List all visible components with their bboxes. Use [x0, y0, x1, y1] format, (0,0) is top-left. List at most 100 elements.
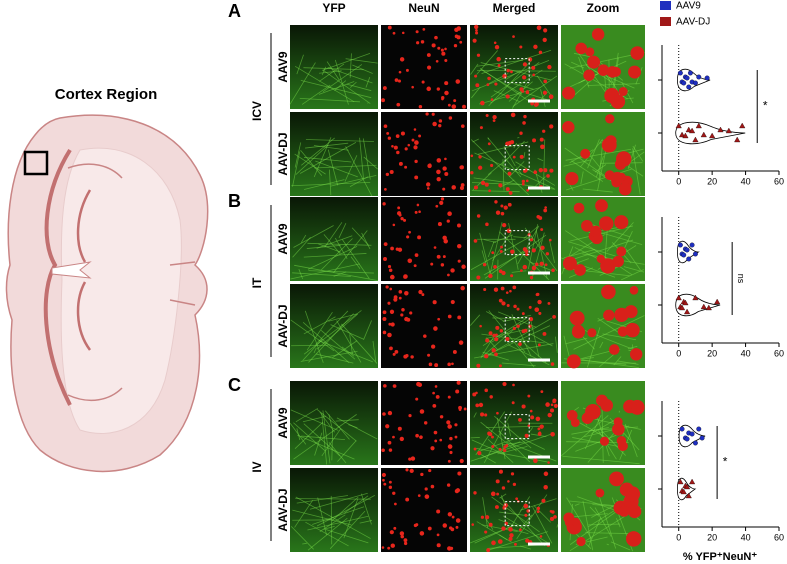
fiber: [517, 225, 540, 265]
yfp-signal: [290, 25, 378, 109]
neuron: [443, 239, 448, 244]
neuron: [437, 46, 441, 50]
neuron: [600, 258, 616, 274]
violin: [675, 293, 721, 317]
neuron: [549, 408, 555, 413]
row-label: AAV9: [276, 51, 290, 82]
fiber: [606, 543, 609, 546]
fiber: [362, 138, 371, 180]
neuron: [522, 62, 528, 67]
neuron: [448, 116, 453, 120]
neuron: [538, 167, 544, 173]
neuron: [497, 539, 503, 544]
fiber: [616, 518, 621, 528]
fiber: [486, 531, 548, 552]
fiber: [316, 235, 353, 249]
neuron: [527, 424, 531, 428]
neuron: [495, 325, 500, 330]
neuron: [457, 259, 461, 263]
neuron: [388, 480, 392, 484]
fiber: [331, 496, 359, 522]
neuron: [416, 203, 420, 207]
data-point: [679, 426, 685, 432]
fiber: [330, 324, 365, 340]
fiber: [569, 185, 574, 191]
neuron: [547, 461, 550, 464]
neuron: [400, 313, 404, 317]
neuron: [565, 171, 579, 186]
data-point: [717, 126, 724, 133]
fiber: [500, 496, 546, 547]
fiber: [321, 428, 341, 457]
neuron: [628, 65, 641, 79]
neuron: [624, 486, 641, 502]
legend-label: AAV-DJ: [676, 17, 710, 28]
fiber: [498, 430, 530, 463]
neuron: [456, 380, 461, 385]
neuron: [485, 515, 490, 520]
fiber: [331, 428, 334, 461]
neuron: [494, 82, 498, 86]
neuron: [514, 542, 517, 546]
fiber: [487, 241, 495, 258]
fiber: [493, 234, 514, 243]
neuron: [521, 182, 525, 186]
neuron: [449, 436, 453, 441]
fiber: [293, 422, 326, 452]
data-point: [739, 122, 746, 129]
neuron: [436, 254, 441, 259]
neuron: [437, 317, 441, 321]
fiber: [330, 174, 377, 187]
neuron: [484, 388, 488, 393]
data-point: [684, 483, 691, 490]
fiber: [511, 314, 532, 357]
fiber: [481, 49, 552, 74]
neuron: [426, 65, 432, 70]
neuron: [478, 402, 484, 408]
neuron: [457, 471, 462, 476]
neuron: [490, 491, 496, 497]
fiber: [295, 498, 371, 500]
fiber: [580, 171, 584, 185]
row-label: AAV-DJ: [276, 488, 290, 531]
data-point: [680, 488, 687, 495]
fiber: [474, 152, 555, 190]
neuron: [545, 402, 550, 407]
fiber: [499, 179, 515, 188]
neuron: [580, 148, 591, 159]
neuron: [493, 287, 499, 292]
significance-label: *: [763, 99, 768, 113]
data-point: [695, 122, 702, 129]
neuron: [512, 285, 517, 290]
neuron: [518, 417, 522, 422]
neuron: [447, 362, 451, 367]
neuron: [629, 285, 639, 295]
fiber: [485, 311, 505, 322]
neuron: [432, 300, 437, 305]
column-header: Zoom: [587, 1, 620, 15]
neuron: [473, 239, 478, 243]
neuron: [432, 403, 437, 408]
neuron: [460, 285, 465, 291]
neuron: [498, 183, 503, 188]
fiber: [507, 422, 512, 437]
fiber: [523, 152, 526, 158]
data-point: [682, 132, 689, 139]
fiber: [328, 442, 347, 464]
fiber: [519, 545, 532, 550]
neuron: [401, 308, 405, 312]
fiber: [491, 496, 540, 533]
neuron: [499, 329, 503, 333]
neuron: [475, 29, 478, 32]
neuron: [394, 78, 399, 82]
neuron: [490, 163, 494, 168]
neuron: [581, 219, 593, 232]
neuron: [484, 413, 488, 417]
data-point: [686, 256, 692, 262]
data-point: [682, 299, 689, 306]
row-label: AAV9: [276, 407, 290, 438]
neuron: [450, 299, 455, 305]
fiber: [482, 318, 527, 347]
zoom-box: [504, 230, 530, 256]
neuron: [400, 216, 404, 221]
